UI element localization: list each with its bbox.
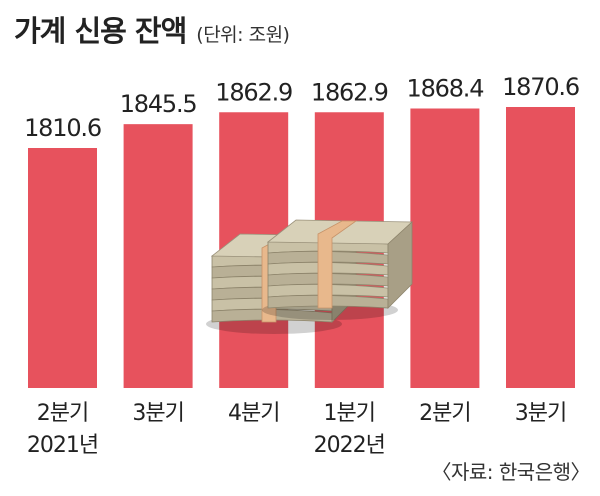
unit-label: (단위: 조원) <box>196 24 290 46</box>
category-label-5: 2분기 <box>419 401 470 426</box>
value-label-1: 1810.6 <box>24 114 101 142</box>
bar-1 <box>28 148 97 388</box>
source-label: 〈자료: 한국은행〉 <box>431 460 591 484</box>
category-label-1: 2분기 <box>37 401 88 426</box>
category-label-2: 3분기 <box>132 401 183 426</box>
year-label-1: 2021년 <box>27 433 98 458</box>
bar-5 <box>410 108 480 389</box>
value-label-2: 1845.5 <box>120 90 197 118</box>
money-stack-icon <box>206 219 414 334</box>
value-label-3: 1862.9 <box>215 78 292 106</box>
value-label-5: 1868.4 <box>407 75 484 103</box>
category-label-6: 3분기 <box>515 401 566 426</box>
bar-2 <box>123 124 193 388</box>
category-label-4: 1분기 <box>324 401 375 426</box>
year-label-4: 2022년 <box>314 433 385 458</box>
bar-6 <box>506 107 575 388</box>
value-labels-group: 1810.6 1845.5 1862.9 1862.9 1868.4 1870.6 <box>24 73 580 142</box>
value-label-6: 1870.6 <box>502 73 579 101</box>
chart-header: 가계 신용 잔액 (단위: 조원) <box>14 8 290 50</box>
value-label-4: 1862.9 <box>311 78 388 106</box>
category-label-3: 4분기 <box>228 401 279 426</box>
chart-title: 가계 신용 잔액 <box>14 14 187 48</box>
category-labels-group: 2분기 2021년 3분기 4분기 1분기 2022년 2분기 3분기 <box>27 401 567 458</box>
